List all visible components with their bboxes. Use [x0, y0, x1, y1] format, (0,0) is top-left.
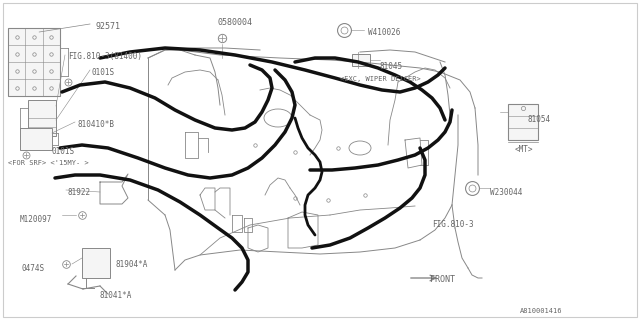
Text: M120097: M120097 — [20, 215, 52, 224]
Text: 81054: 81054 — [528, 115, 551, 124]
Text: <EXC, WIPER DEICER>: <EXC, WIPER DEICER> — [340, 76, 420, 82]
Text: 0474S: 0474S — [22, 264, 45, 273]
Text: 81041*A: 81041*A — [100, 291, 132, 300]
Bar — [82, 248, 110, 278]
Text: 81922: 81922 — [68, 188, 91, 197]
Text: 0101S: 0101S — [92, 68, 115, 77]
Text: FIG.810-3: FIG.810-3 — [432, 220, 474, 229]
Bar — [8, 28, 60, 96]
Text: 81904*A: 81904*A — [115, 260, 147, 269]
Text: <MT>: <MT> — [515, 145, 534, 154]
Text: 0580004: 0580004 — [218, 18, 253, 27]
Text: 810410*B: 810410*B — [78, 120, 115, 129]
Text: W410026: W410026 — [368, 28, 401, 37]
Text: A810001416: A810001416 — [520, 308, 563, 314]
Text: FIG.810-3(81400): FIG.810-3(81400) — [68, 52, 142, 61]
Text: W230044: W230044 — [490, 188, 522, 197]
Text: 81045: 81045 — [380, 62, 403, 71]
Bar — [508, 104, 538, 140]
Text: 0101S: 0101S — [52, 147, 75, 156]
Bar — [352, 54, 370, 66]
Text: 92571: 92571 — [95, 22, 120, 31]
Bar — [20, 128, 52, 150]
Text: FRONT: FRONT — [430, 275, 455, 284]
Bar — [28, 100, 56, 136]
Text: <FOR SRF> <'15MY- >: <FOR SRF> <'15MY- > — [8, 160, 89, 166]
